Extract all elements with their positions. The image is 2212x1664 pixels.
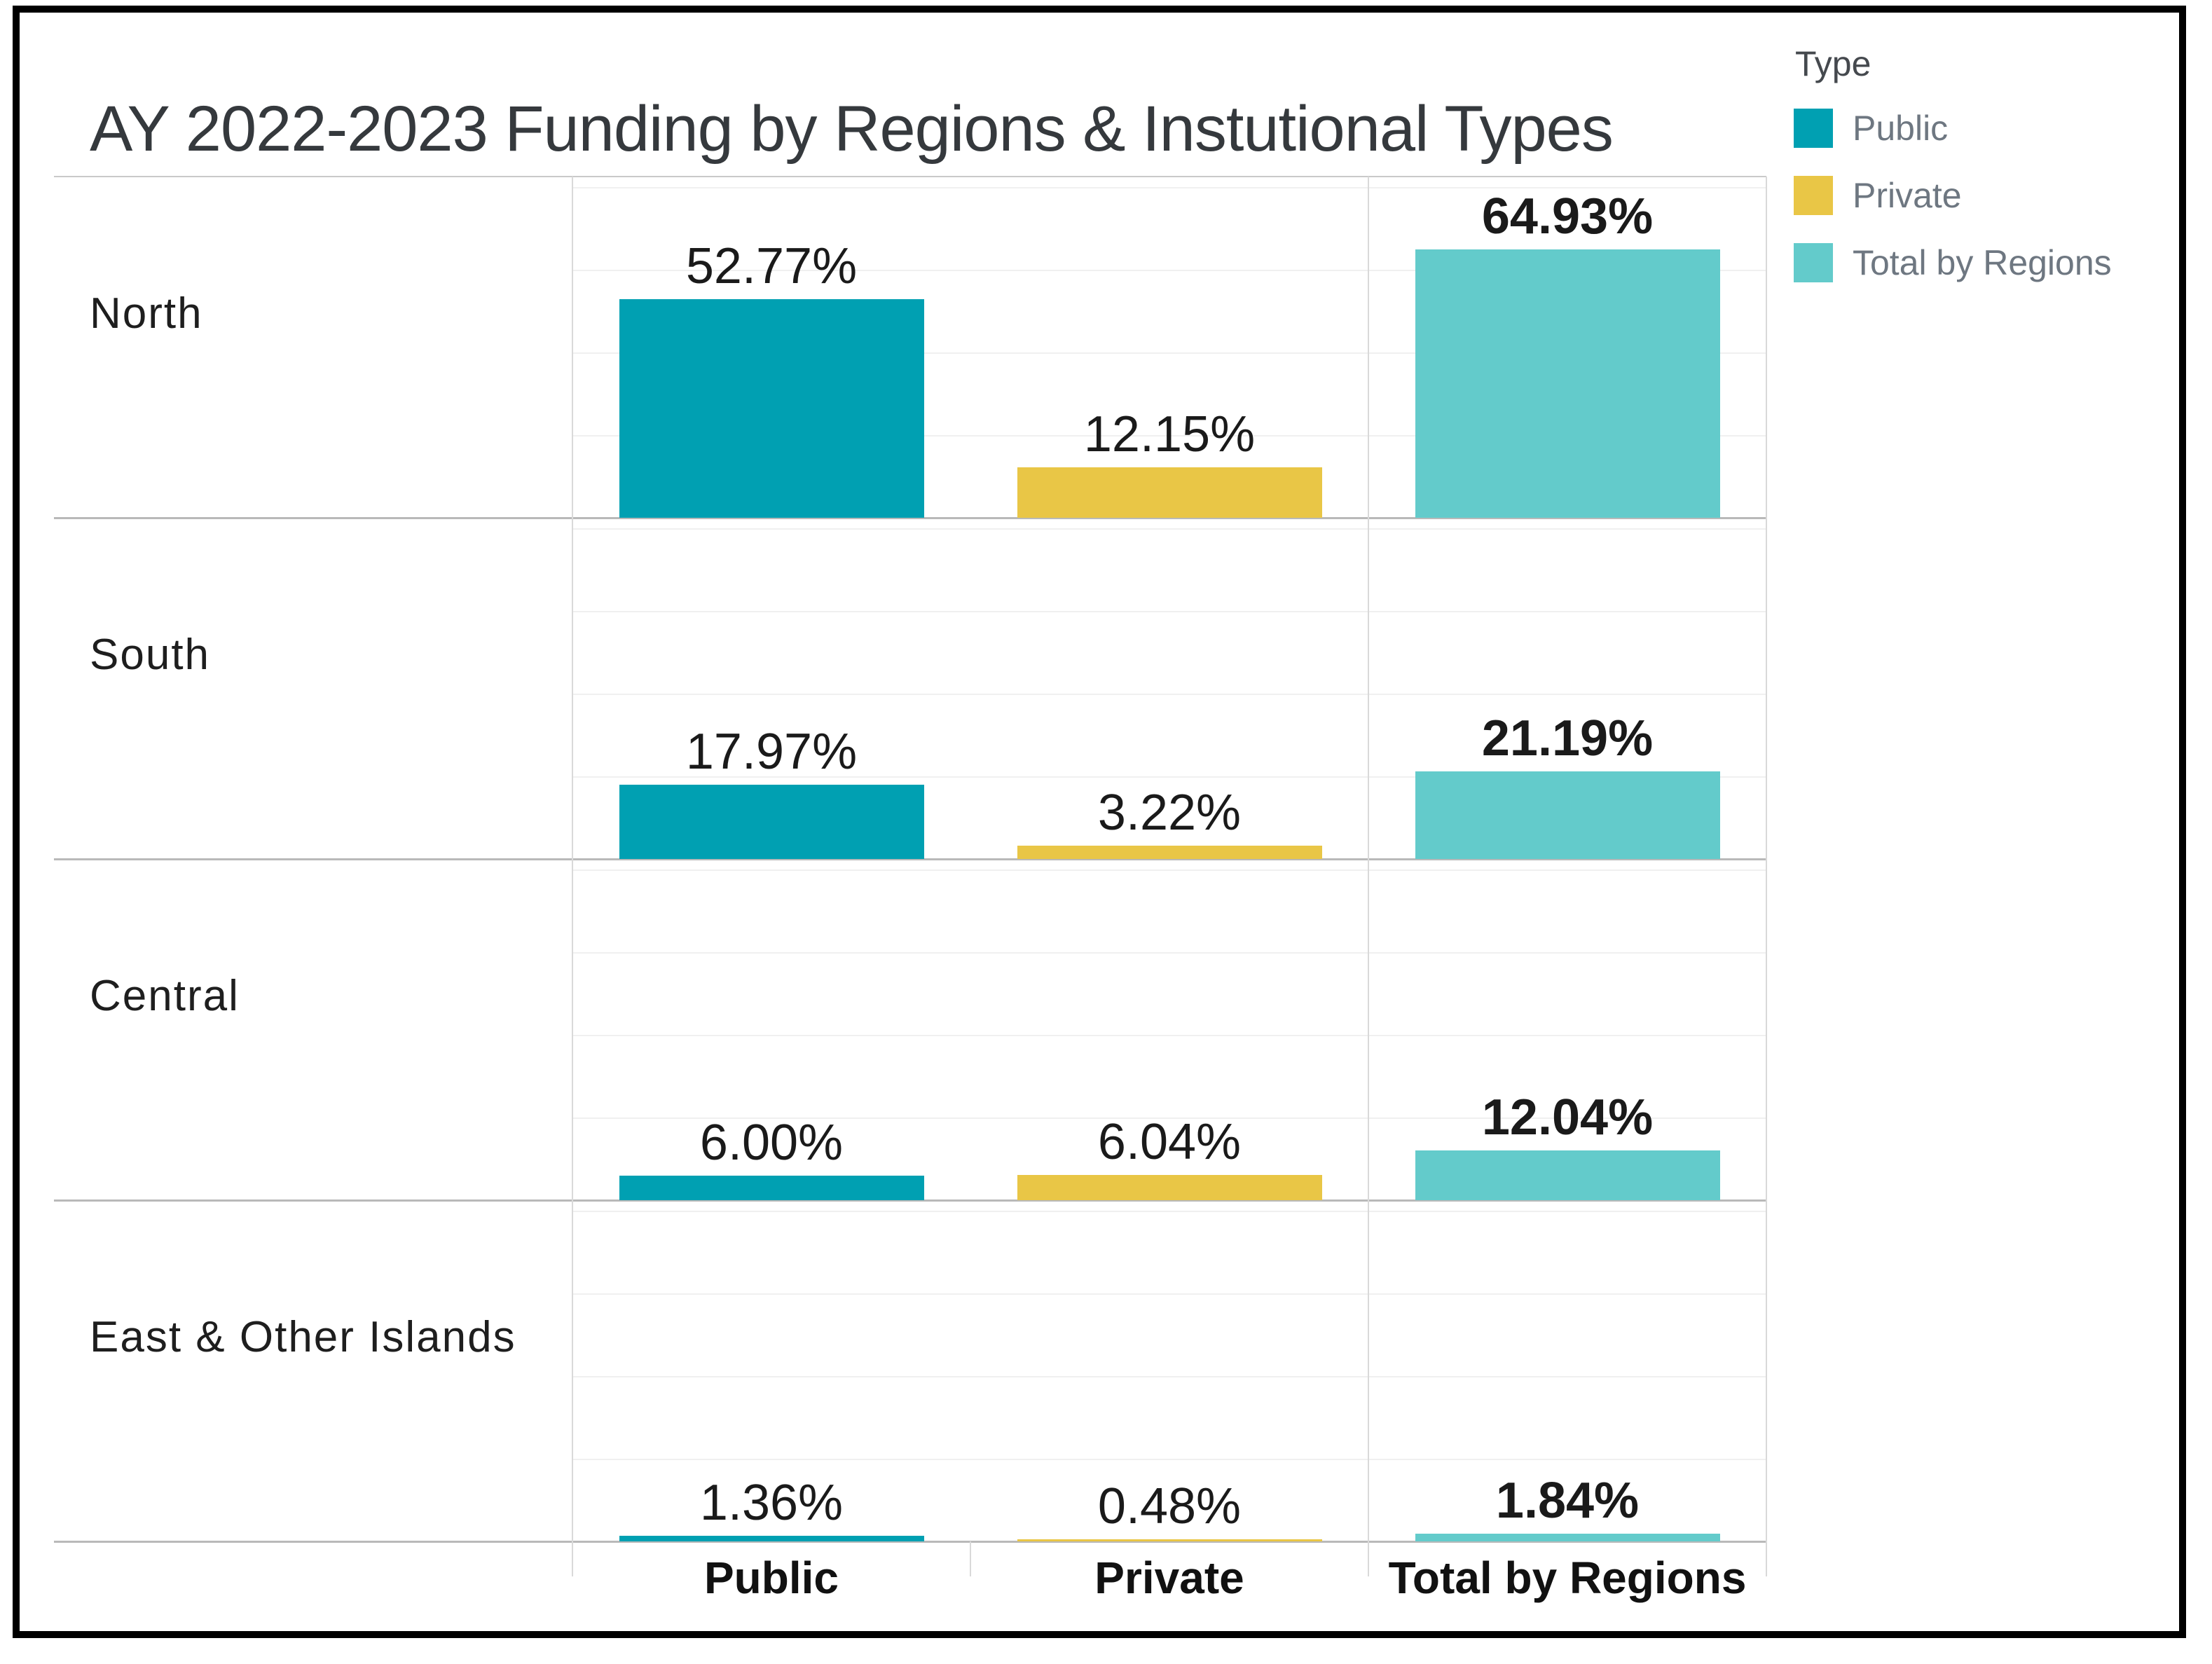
bar-east-other-islands-public[interactable]: [619, 1535, 924, 1541]
row-separator: [54, 1199, 1766, 1202]
column-boundary-line: [1766, 177, 1767, 1576]
legend-label-total-by-regions: Total by Regions: [1853, 243, 2112, 282]
gridline: [572, 951, 1766, 954]
row-separator: [54, 858, 1766, 860]
legend-swatch-public: [1794, 109, 1833, 148]
legend-item-total-by-regions[interactable]: Total by Regions: [1794, 242, 2172, 283]
gridline: [572, 1117, 1766, 1119]
gridline: [572, 1293, 1766, 1295]
bar-south-private[interactable]: [1017, 845, 1322, 859]
chart-canvas: North South Central East & Other Islands 52.…: [20, 13, 2186, 1631]
chart-top-border: [54, 176, 1766, 177]
legend-item-public[interactable]: Public: [1794, 108, 2172, 149]
bar-north-public[interactable]: [619, 299, 924, 518]
x-axis-label-total-by-regions: Total by Regions: [1388, 1553, 1747, 1603]
legend-swatch-total-by-regions: [1794, 243, 1833, 282]
gridline: [572, 869, 1766, 871]
bar-east-other-islands-total-by-regions[interactable]: [1415, 1534, 1720, 1541]
value-label: 52.77%: [685, 238, 858, 295]
region-label-south: South: [90, 631, 211, 679]
value-label: 0.48%: [1097, 1478, 1242, 1534]
value-label: 3.22%: [1097, 784, 1242, 841]
gridline: [572, 1210, 1766, 1212]
value-label: 1.84%: [1495, 1473, 1640, 1529]
value-label: 21.19%: [1481, 710, 1654, 766]
column-boundary-line: [1368, 177, 1369, 1576]
legend-item-private[interactable]: Private: [1794, 175, 2172, 216]
region-label-central: Central: [90, 972, 240, 1020]
x-axis-label-public: Public: [703, 1553, 839, 1603]
bar-north-private[interactable]: [1017, 467, 1322, 518]
bar-central-private[interactable]: [1017, 1175, 1322, 1200]
value-label: 6.04%: [1097, 1114, 1242, 1171]
gridline: [572, 693, 1766, 695]
x-axis-label-private: Private: [1094, 1553, 1244, 1603]
bar-central-public[interactable]: [619, 1175, 924, 1200]
legend-title: Type: [1795, 44, 1871, 83]
legend-label-public: Public: [1853, 109, 1949, 148]
row-separator: [54, 1541, 1766, 1543]
gridline: [572, 528, 1766, 530]
bar-south-public[interactable]: [619, 784, 924, 859]
gridline: [572, 434, 1766, 436]
bar-north-total-by-regions[interactable]: [1415, 249, 1720, 518]
bar-south-total-by-regions[interactable]: [1415, 771, 1720, 859]
column-boundary-line: [572, 177, 573, 1576]
region-label-east-other-islands: East & Other Islands: [90, 1313, 516, 1361]
bar-central-total-by-regions[interactable]: [1415, 1150, 1720, 1200]
value-label: 64.93%: [1481, 188, 1654, 245]
value-label: 12.15%: [1083, 406, 1256, 463]
axis-tick-line: [970, 1541, 971, 1576]
bar-east-other-islands-private[interactable]: [1017, 1539, 1322, 1541]
legend-swatch-private: [1794, 176, 1833, 215]
gridline: [572, 269, 1766, 271]
gridline: [572, 352, 1766, 354]
value-label: 12.04%: [1481, 1089, 1654, 1146]
value-label: 17.97%: [685, 723, 858, 780]
gridline: [572, 1034, 1766, 1036]
gridline: [572, 1375, 1766, 1377]
page-title: AY 2022-2023 Funding by Regions & Instut…: [90, 92, 1614, 165]
region-label-north: North: [90, 289, 203, 338]
gridline: [572, 1458, 1766, 1460]
row-separator: [54, 517, 1766, 519]
gridline: [572, 776, 1766, 778]
chart-frame: AY 2022-2023 Funding by Regions & Instut…: [13, 6, 2186, 1638]
value-label: 6.00%: [699, 1114, 844, 1171]
gridline: [572, 610, 1766, 612]
legend: Type Public Private Total by Regions: [1794, 43, 2172, 310]
legend-label-private: Private: [1853, 176, 1962, 215]
value-label: 1.36%: [699, 1474, 844, 1531]
gridline: [572, 186, 1766, 188]
